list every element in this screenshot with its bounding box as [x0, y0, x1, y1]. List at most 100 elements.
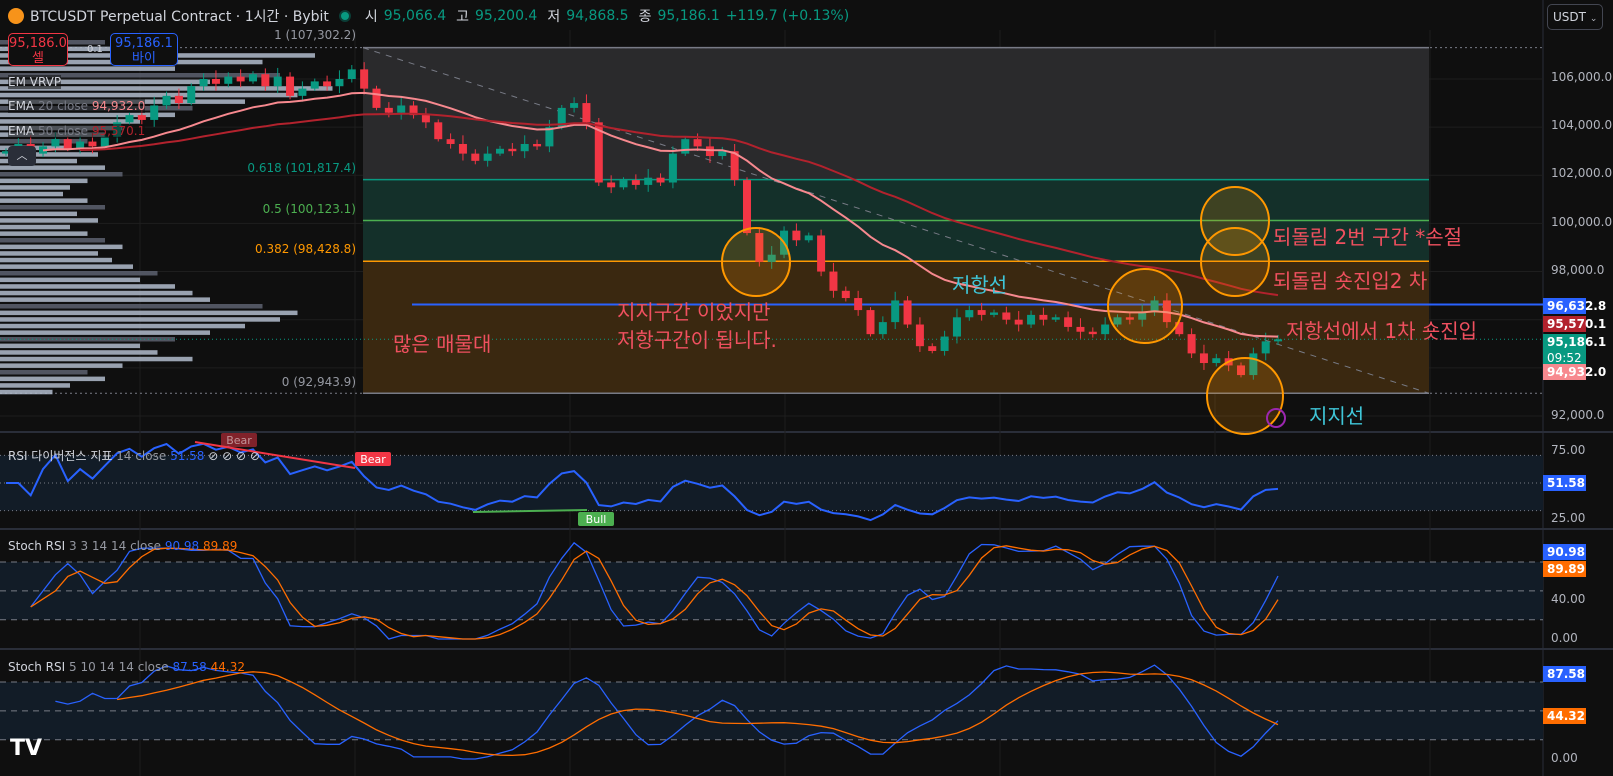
candle: [137, 115, 146, 120]
annotation-support-resistance-2[interactable]: 저항구간이 됩니다.: [617, 328, 777, 352]
price-tick: 106,000.0: [1551, 70, 1613, 84]
rsi-tick: 75.00: [1551, 443, 1586, 457]
legend-ema20[interactable]: EMA 20 close 94,932.0: [8, 99, 146, 113]
volume-profile-bar: [0, 205, 105, 210]
volume-profile-bar: [0, 139, 88, 144]
bitcoin-icon: [8, 8, 24, 24]
open-value: 95,066.4: [383, 8, 447, 24]
volume-profile-bar: [0, 343, 140, 349]
bear-label: Bear: [360, 453, 386, 466]
volume-profile-bar: [0, 297, 210, 302]
candle: [792, 230, 801, 241]
candle: [1187, 334, 1196, 354]
ema20-params: 20 close: [37, 99, 88, 113]
stoch1-k-tag: 90.98: [1543, 544, 1586, 560]
bull-divergence-line: [472, 509, 588, 513]
symbol-title[interactable]: BTCUSDT Perpetual Contract · 1시간 · Bybit: [30, 9, 329, 25]
stoch2-tick: 0.00: [1551, 751, 1578, 765]
annotation-retrace-2-stop[interactable]: 되돌림 2번 구간 *손절: [1273, 225, 1462, 249]
rsi-legend[interactable]: RSI 다이버전스 지표 14 close 51.58 ⊘ ⊘ ⊘ ⊘: [8, 447, 260, 464]
candle: [1162, 300, 1171, 323]
high-value: 95,200.4: [475, 8, 538, 24]
currency-select[interactable]: USDT ⌄: [1547, 4, 1603, 30]
stoch1-tick: 40.00: [1551, 592, 1586, 606]
candle: [928, 346, 937, 351]
fib-label-0618: 0.618 (101,817.4): [247, 161, 356, 175]
highlight-circle: [1200, 186, 1270, 256]
candle: [187, 86, 196, 104]
volume-profile-bar: [0, 350, 158, 355]
candle: [891, 300, 900, 323]
volume-profile-bar: [0, 79, 210, 85]
annotation-volume-zone[interactable]: 많은 매물대: [393, 332, 492, 356]
stoch2-d-tag: 44.32: [1543, 708, 1586, 724]
volume-profile-bar: [0, 73, 280, 78]
rsi-name: RSI 다이버전스 지표: [8, 449, 113, 463]
candle: [533, 143, 542, 147]
stoch1-legend[interactable]: Stoch RSI 3 3 14 14 close 90.98 89.89: [8, 539, 237, 553]
na-icon: ⊘ ⊘ ⊘ ⊘: [208, 449, 260, 463]
volume-profile-bar: [0, 191, 63, 197]
candle: [1175, 322, 1184, 335]
candle: [150, 105, 159, 120]
ema20-line: [42, 91, 1279, 338]
volume-profile-bar: [0, 271, 158, 276]
annotation-short-1[interactable]: 저항선에서 1차 숏진입: [1286, 319, 1478, 343]
legend-vrvp[interactable]: EM VRVP: [8, 75, 62, 89]
candle: [1014, 319, 1023, 325]
volume-profile-bar: [0, 224, 70, 230]
low-label: 저: [547, 9, 561, 25]
candle: [471, 153, 480, 161]
rsi-value: 51.58: [170, 449, 205, 463]
price-tick: 100,000.0: [1551, 215, 1613, 229]
price-tick: 98,000.0: [1551, 263, 1605, 277]
annotation-resistance[interactable]: 저항선: [952, 273, 1008, 297]
stoch2-legend[interactable]: Stoch RSI 5 10 14 14 close 87.58 44.32: [8, 660, 245, 674]
highlight-circle: [721, 227, 791, 297]
candle: [841, 290, 850, 299]
volume-profile-bar: [0, 119, 140, 124]
volume-profile-bar: [0, 383, 70, 388]
volume-profile-bar: [0, 152, 98, 157]
candle: [199, 79, 208, 87]
candle: [100, 136, 109, 147]
candle: [582, 103, 591, 123]
volume-profile-bar: [0, 317, 280, 322]
stoch2-k: 87.58: [172, 660, 207, 674]
annotation-retrace-short-2[interactable]: 되돌림 숏진입2 차: [1273, 269, 1428, 293]
bar-countdown: 09:52: [1547, 351, 1582, 365]
candle: [446, 139, 455, 144]
collapse-legend-button[interactable]: ︿: [8, 146, 36, 166]
candle: [1212, 358, 1221, 364]
ema50-line: [80, 112, 1279, 297]
buy-button[interactable]: 95,186.1 바이: [110, 33, 178, 66]
sell-button[interactable]: 95,186.0 셀: [8, 33, 68, 66]
candle: [866, 310, 875, 335]
stoch1-tick: 0.00: [1551, 631, 1578, 645]
candle: [668, 153, 677, 183]
stoch1-d-line: [30, 545, 1279, 640]
candle: [631, 180, 640, 185]
legend-ema50[interactable]: EMA 50 close 95,570.1: [8, 124, 146, 138]
candle: [249, 74, 257, 82]
candle: [261, 74, 270, 87]
candle: [607, 182, 616, 188]
volume-profile-bar: [0, 257, 112, 263]
tradingview-logo[interactable]: TV: [10, 736, 43, 761]
candle: [940, 336, 949, 351]
volume-profile-bar: [0, 244, 123, 250]
candle: [236, 76, 245, 82]
ema50-name: EMA: [8, 124, 35, 138]
candle: [1064, 317, 1073, 327]
candle: [804, 235, 813, 241]
stoch1-k: 90.98: [164, 539, 200, 553]
stoch1-params: 3 3 14 14 close: [69, 539, 161, 553]
candle: [545, 127, 554, 147]
annotation-support-resistance-1[interactable]: 지지구간 이었지만: [617, 300, 771, 324]
volume-profile-bar: [0, 172, 123, 177]
volume-profile-bar: [0, 112, 175, 118]
annotation-support[interactable]: 지지선: [1309, 404, 1365, 428]
high-label: 고: [456, 9, 469, 25]
chevron-down-icon: ⌄: [1589, 14, 1598, 24]
